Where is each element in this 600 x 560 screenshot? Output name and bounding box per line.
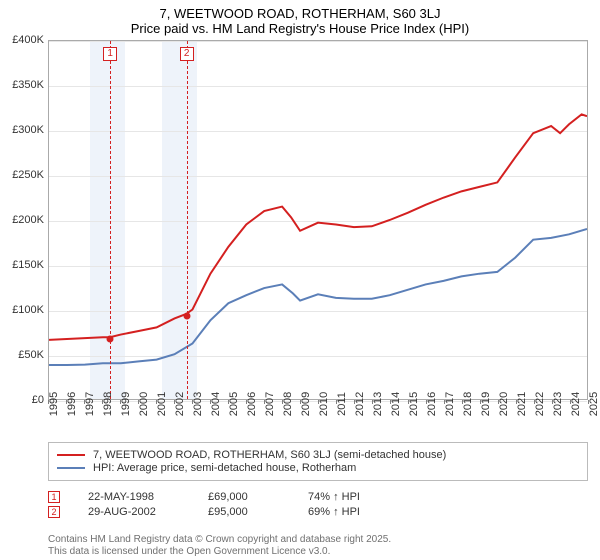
y-tick-label: £250K [12,169,44,181]
sales-table: 1 22-MAY-1998£69,00074% ↑ HPI 2 29-AUG-2002… [48,488,588,521]
x-tick-label: 1998 [102,392,114,416]
y-tick-label: £0 [32,394,44,406]
sale-price: £95,000 [208,506,308,518]
x-tick-label: 2009 [300,392,312,416]
y-tick-label: £400K [12,34,44,46]
x-tick-label: 2010 [318,392,330,416]
legend-label-blue: HPI: Average price, semi-detached house,… [93,462,356,474]
legend: 7, WEETWOOD ROAD, ROTHERHAM, S60 3LJ (se… [48,442,588,481]
sale-date: 29-AUG-2002 [88,506,208,518]
x-tick-label: 2012 [354,392,366,416]
chart-container: 7, WEETWOOD ROAD, ROTHERHAM, S60 3LJ Pri… [0,0,600,560]
line-layer [49,41,587,399]
y-tick-label: £300K [12,124,44,136]
plot-area: 12 [48,40,588,400]
y-tick-label: £100K [12,304,44,316]
legend-label-red: 7, WEETWOOD ROAD, ROTHERHAM, S60 3LJ (se… [93,449,446,461]
legend-swatch-blue [57,467,85,469]
x-tick-label: 2020 [498,392,510,416]
sale-price: £69,000 [208,491,308,503]
x-tick-label: 2015 [408,392,420,416]
sale-date: 22-MAY-1998 [88,491,208,503]
sales-row: 2 29-AUG-2002£95,00069% ↑ HPI [48,506,588,518]
x-tick-label: 2019 [480,392,492,416]
x-tick-label: 2005 [228,392,240,416]
x-tick-label: 2023 [552,392,564,416]
x-tick-label: 2018 [462,392,474,416]
x-tick-label: 2016 [426,392,438,416]
x-tick-label: 2002 [174,392,186,416]
x-tick-label: 2004 [210,392,222,416]
footer-line-1: Contains HM Land Registry data © Crown c… [48,534,391,546]
x-tick-label: 2003 [192,392,204,416]
y-axis: £0£50K£100K£150K£200K£250K£300K£350K£400… [0,40,48,400]
y-tick-label: £50K [18,349,44,361]
sale-point [183,312,190,319]
y-tick-label: £350K [12,79,44,91]
legend-swatch-red [57,454,85,456]
x-tick-label: 2013 [372,392,384,416]
x-tick-label: 2014 [390,392,402,416]
sale-marker-small: 2 [48,506,60,518]
footer-line-2: This data is licensed under the Open Gov… [48,546,391,558]
x-tick-label: 2006 [246,392,258,416]
x-tick-label: 2025 [588,392,600,416]
x-tick-label: 2001 [156,392,168,416]
sale-hpi: 74% ↑ HPI [308,491,418,503]
sales-row: 1 22-MAY-1998£69,00074% ↑ HPI [48,491,588,503]
x-tick-label: 2017 [444,392,456,416]
x-tick-label: 2022 [534,392,546,416]
legend-row: 7, WEETWOOD ROAD, ROTHERHAM, S60 3LJ (se… [57,449,579,461]
chart-title-2: Price paid vs. HM Land Registry's House … [0,21,600,36]
x-tick-label: 2007 [264,392,276,416]
x-tick-label: 2011 [336,392,348,416]
x-tick-label: 2008 [282,392,294,416]
sale-vline [187,41,188,399]
y-tick-label: £150K [12,259,44,271]
sale-point [107,335,114,342]
x-tick-label: 1995 [48,392,60,416]
y-tick-label: £200K [12,214,44,226]
x-tick-label: 2024 [570,392,582,416]
chart-title-1: 7, WEETWOOD ROAD, ROTHERHAM, S60 3LJ [0,6,600,21]
sale-hpi: 69% ↑ HPI [308,506,418,518]
x-tick-label: 1997 [84,392,96,416]
x-tick-label: 2021 [516,392,528,416]
line-property [49,114,587,340]
sale-marker-small: 1 [48,491,60,503]
sale-marker: 1 [103,47,117,61]
x-tick-label: 1996 [66,392,78,416]
x-axis: 1995199619971998199920002001200220032004… [48,400,588,440]
sale-marker: 2 [180,47,194,61]
footer: Contains HM Land Registry data © Crown c… [48,534,391,558]
legend-row: HPI: Average price, semi-detached house,… [57,462,579,474]
sale-vline [110,41,111,399]
x-tick-label: 1999 [120,392,132,416]
title-block: 7, WEETWOOD ROAD, ROTHERHAM, S60 3LJ Pri… [0,0,600,38]
line-hpi [49,229,587,365]
x-tick-label: 2000 [138,392,150,416]
